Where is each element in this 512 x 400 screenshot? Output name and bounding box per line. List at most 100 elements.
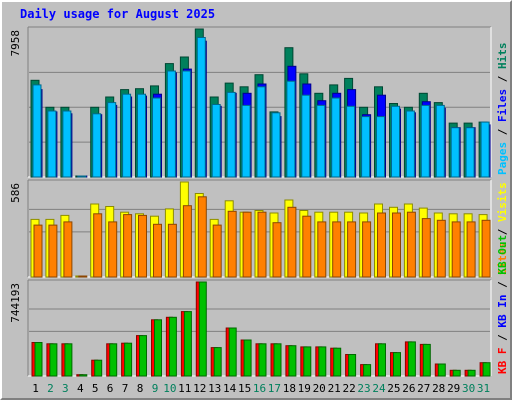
bar-top-pages-day-28 bbox=[435, 104, 445, 178]
bar-middle-sites-day-13 bbox=[212, 224, 222, 278]
bar-middle-sites-day-26 bbox=[406, 211, 416, 278]
bar-bottom-kb-out-day-3 bbox=[64, 343, 73, 377]
day-label-13: 13 bbox=[208, 382, 221, 395]
bar-middle-sites-day-27 bbox=[421, 218, 431, 278]
legend-middle-item-1: / bbox=[496, 222, 509, 242]
day-label-14: 14 bbox=[223, 382, 237, 395]
day-label-2: 2 bbox=[47, 382, 54, 395]
bar-top-pages-day-27 bbox=[420, 104, 430, 178]
day-label-10: 10 bbox=[163, 382, 176, 395]
legend-middle: Sites / Visits bbox=[496, 182, 509, 275]
bar-top-pages-day-9 bbox=[152, 97, 161, 178]
day-label-3: 3 bbox=[62, 382, 69, 395]
legend-middle-item-2: Visits bbox=[496, 182, 509, 222]
day-label-5: 5 bbox=[92, 382, 99, 395]
day-label-22: 22 bbox=[342, 382, 355, 395]
bar-bottom-kb-out-day-12 bbox=[198, 281, 207, 377]
bar-top-pages-day-13 bbox=[211, 104, 221, 178]
bar-middle-sites-day-30 bbox=[466, 221, 476, 278]
bar-top-pages-day-18 bbox=[286, 80, 296, 178]
bar-middle-sites-day-23 bbox=[362, 221, 372, 278]
bar-middle-sites-day-22 bbox=[347, 221, 357, 278]
bar-bottom-kb-out-day-25 bbox=[393, 352, 401, 377]
bar-middle-sites-day-3 bbox=[63, 221, 73, 278]
bar-middle-sites-day-12 bbox=[197, 196, 207, 278]
bar-top-pages-day-7 bbox=[122, 93, 132, 178]
bar-middle-sites-day-9 bbox=[153, 223, 162, 278]
bar-bottom-kb-out-day-16 bbox=[258, 343, 267, 377]
bar-top-pages-day-6 bbox=[107, 102, 117, 178]
bar-bottom-kb-out-day-28 bbox=[437, 363, 446, 377]
bar-top-pages-day-24 bbox=[376, 116, 385, 178]
bar-middle-sites-day-24 bbox=[377, 212, 386, 278]
bar-top-pages-day-1 bbox=[32, 84, 42, 178]
bar-bottom-kb-out-day-14 bbox=[228, 327, 237, 377]
bar-top-pages-day-23 bbox=[361, 116, 371, 178]
bar-bottom-kb-out-day-23 bbox=[363, 364, 372, 377]
legend-top: Pages / Files / Hits bbox=[496, 43, 509, 176]
bar-top-pages-day-25 bbox=[391, 105, 400, 178]
bar-middle-sites-day-2 bbox=[48, 224, 58, 278]
day-label-9: 9 bbox=[152, 382, 159, 395]
day-label-6: 6 bbox=[107, 382, 114, 395]
bar-middle-sites-day-28 bbox=[436, 219, 446, 278]
day-label-20: 20 bbox=[313, 382, 326, 395]
bar-middle-sites-day-15 bbox=[242, 211, 252, 278]
bar-top-pages-day-14 bbox=[226, 91, 236, 178]
bar-top-pages-day-2 bbox=[47, 110, 57, 178]
bar-bottom-kb-out-day-8 bbox=[139, 335, 147, 377]
bar-middle-sites-day-4 bbox=[78, 275, 88, 278]
bar-top-pages-day-30 bbox=[465, 127, 475, 178]
day-label-12: 12 bbox=[193, 382, 206, 395]
bar-bottom-kb-out-day-6 bbox=[109, 343, 118, 377]
bar-top-pages-day-31 bbox=[480, 121, 490, 178]
bar-middle-sites-day-21 bbox=[332, 221, 342, 278]
day-label-28: 28 bbox=[432, 382, 445, 395]
bar-bottom-kb-out-day-1 bbox=[34, 342, 43, 377]
bar-middle-sites-day-18 bbox=[287, 206, 297, 278]
bar-bottom-kb-out-day-22 bbox=[348, 354, 357, 377]
legend-bottom-item-0: KB F bbox=[496, 348, 509, 375]
bar-top-pages-day-5 bbox=[92, 113, 102, 178]
bar-top-pages-day-29 bbox=[450, 127, 460, 178]
bar-bottom-kb-out-day-19 bbox=[303, 346, 312, 377]
bar-bottom-kb-out-day-18 bbox=[288, 345, 297, 377]
legend-bottom-item-2: KB In bbox=[496, 295, 509, 328]
day-label-18: 18 bbox=[283, 382, 296, 395]
bar-bottom-kb-out-day-7 bbox=[124, 342, 133, 377]
bar-top-pages-day-12 bbox=[196, 37, 206, 178]
bar-top-pages-day-16 bbox=[256, 86, 266, 178]
bar-top-pages-day-15 bbox=[241, 104, 251, 178]
bar-bottom-kb-out-day-4 bbox=[79, 374, 88, 377]
legend-middle-item-0: Sites bbox=[496, 242, 509, 275]
bar-bottom-kb-out-day-15 bbox=[243, 339, 252, 377]
bar-top-pages-day-22 bbox=[346, 105, 356, 178]
legend-top-item-1: / bbox=[496, 122, 509, 142]
bar-bottom-kb-out-day-9 bbox=[154, 319, 162, 377]
day-label-11: 11 bbox=[178, 382, 191, 395]
bar-bottom-kb-out-day-26 bbox=[407, 341, 416, 377]
bar-middle-sites-day-5 bbox=[93, 213, 103, 278]
bar-bottom-kb-out-day-5 bbox=[94, 359, 103, 377]
bar-bottom-kb-out-day-2 bbox=[49, 343, 58, 377]
bar-top-pages-day-8 bbox=[137, 93, 146, 178]
bar-bottom-kb-out-day-30 bbox=[467, 369, 476, 377]
day-label-19: 19 bbox=[298, 382, 311, 395]
day-label-8: 8 bbox=[137, 382, 144, 395]
bar-bottom-kb-out-day-31 bbox=[482, 362, 491, 377]
day-label-7: 7 bbox=[122, 382, 129, 395]
bar-bottom-kb-out-day-27 bbox=[422, 343, 431, 377]
bar-middle-sites-day-14 bbox=[227, 210, 237, 278]
day-label-4: 4 bbox=[77, 382, 84, 395]
legend-bottom-item-4: KB Out bbox=[496, 235, 509, 275]
bar-middle-sites-day-7 bbox=[123, 214, 133, 278]
bar-middle-sites-day-1 bbox=[33, 224, 43, 278]
bar-middle-sites-day-10 bbox=[167, 223, 177, 278]
day-label-30: 30 bbox=[462, 382, 475, 395]
legend-top-item-3: / bbox=[496, 69, 509, 89]
bar-top-pages-day-3 bbox=[62, 110, 72, 178]
bar-bottom-kb-out-day-13 bbox=[213, 347, 222, 377]
bar-bottom-kb-out-day-29 bbox=[452, 369, 461, 377]
legend-bottom-item-3: / bbox=[496, 275, 509, 295]
